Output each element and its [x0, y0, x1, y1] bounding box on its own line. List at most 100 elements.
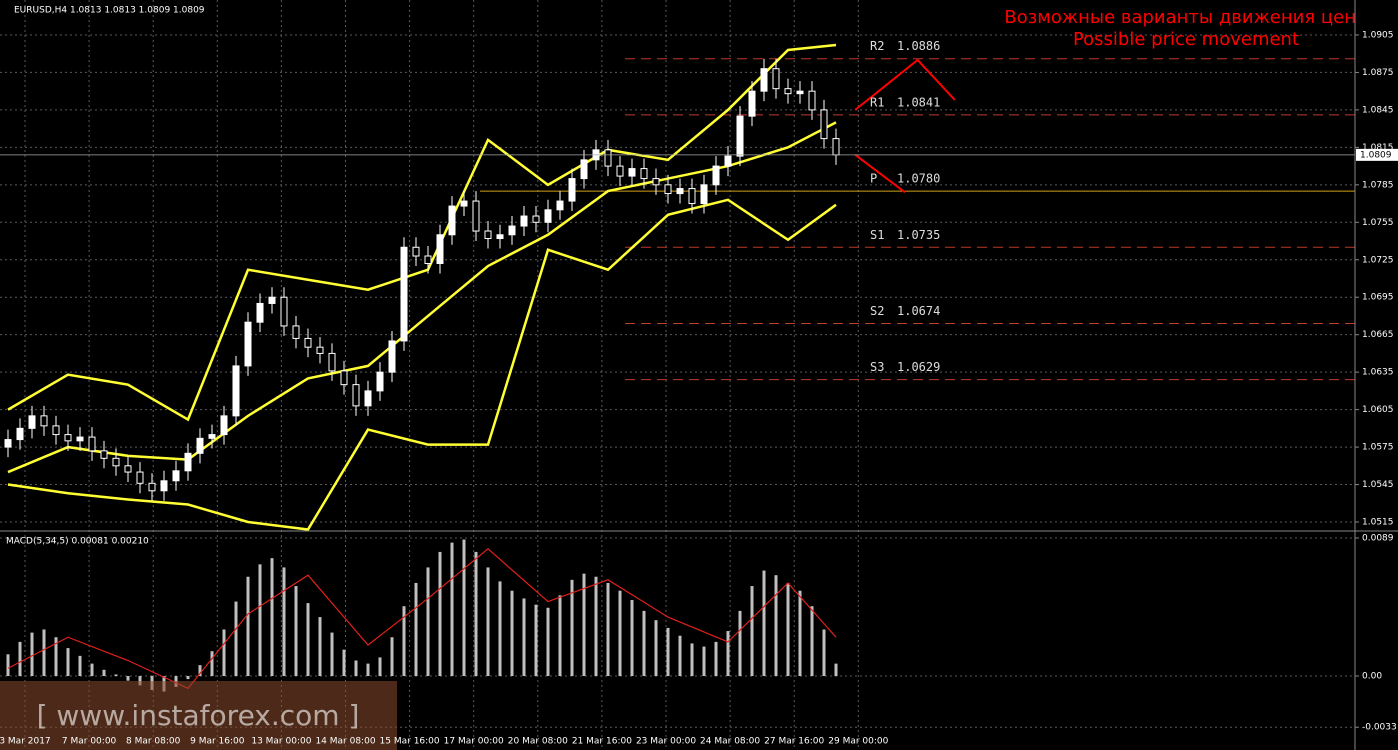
- y-tick-label: 0.0089: [1362, 533, 1394, 543]
- macd-bar: [438, 551, 442, 677]
- macd-bar: [234, 601, 238, 677]
- candle-body: [616, 165, 624, 177]
- y-tick-label: 1.0605: [1362, 405, 1394, 415]
- candle-body: [400, 246, 408, 342]
- y-tick-label: 0.00: [1362, 672, 1382, 682]
- candle-body: [88, 436, 96, 452]
- candle-body: [688, 188, 696, 205]
- candle-body: [388, 340, 396, 373]
- macd-bar: [198, 665, 202, 677]
- macd-bar: [6, 654, 10, 677]
- watermark-box: [0, 681, 397, 750]
- x-tick-label: 29 Mar 00:00: [828, 737, 888, 747]
- macd-bar: [594, 576, 598, 677]
- candle-body: [184, 452, 192, 472]
- candle-body: [76, 436, 84, 442]
- macd-bar: [510, 590, 514, 677]
- candle-body: [316, 346, 324, 354]
- macd-bar: [342, 649, 346, 677]
- candle-body: [160, 480, 168, 492]
- candle-body: [16, 427, 24, 441]
- candle-body: [244, 321, 252, 367]
- macd-bar: [534, 604, 538, 677]
- candle-body: [304, 337, 312, 348]
- y-tick-label: 1.0755: [1362, 218, 1394, 228]
- candle-body: [292, 325, 300, 339]
- candle-body: [556, 200, 564, 211]
- x-tick-label: 24 Mar 08:00: [700, 737, 760, 747]
- current-price-box: [1356, 148, 1398, 161]
- level-value: 1.0674: [897, 304, 940, 318]
- forecast-line: [854, 58, 956, 111]
- macd-bar: [678, 635, 682, 677]
- candle-body: [100, 450, 108, 459]
- macd-bar: [306, 603, 310, 677]
- level-name: S3: [870, 360, 884, 374]
- macd-bar: [486, 567, 490, 677]
- macd-bar: [318, 617, 322, 677]
- candle-body: [724, 155, 732, 167]
- candle-body: [256, 302, 264, 323]
- macd-bar: [462, 539, 466, 677]
- macd-bar: [90, 663, 94, 677]
- macd-bar: [414, 582, 418, 677]
- candle-body: [772, 68, 780, 90]
- candle-body: [268, 296, 276, 304]
- forecast-line: [854, 154, 906, 194]
- macd-bar: [330, 632, 334, 677]
- x-tick-label: 21 Mar 16:00: [572, 737, 632, 747]
- watermark: [ www.instaforex.com ]: [37, 699, 360, 732]
- level-name: S2: [870, 304, 884, 318]
- x-tick-label: 17 Mar 00:00: [444, 737, 504, 747]
- macd-bar: [666, 627, 670, 677]
- macd-bar: [246, 576, 250, 677]
- y-tick-label: 1.0545: [1362, 480, 1394, 490]
- macd-bar: [738, 610, 742, 677]
- macd-bar: [138, 676, 142, 686]
- candle-body: [580, 159, 588, 180]
- macd-bar: [582, 573, 586, 677]
- candle-body: [280, 296, 288, 327]
- macd-bar: [606, 582, 610, 677]
- macd-header: MACD(5,34,5) 0.00081 0.00210: [6, 537, 149, 547]
- y-tick-label: -0.0033: [1362, 723, 1397, 733]
- macd-bar: [774, 575, 778, 677]
- macd-bar: [498, 581, 502, 677]
- candle-body: [52, 425, 60, 436]
- macd-bar: [186, 676, 190, 680]
- x-tick-label: 3 Mar 2017: [0, 737, 51, 747]
- macd-bar: [366, 663, 370, 677]
- macd-bar: [714, 641, 718, 677]
- macd-bar: [30, 632, 34, 677]
- candle-body: [532, 215, 540, 223]
- macd-bar: [294, 586, 298, 677]
- macd-bar: [558, 595, 562, 677]
- candle-body: [676, 188, 684, 195]
- x-tick-label: 27 Mar 16:00: [764, 737, 824, 747]
- level-value: 1.0629: [897, 360, 940, 374]
- candle-body: [328, 352, 336, 372]
- candle-body: [40, 415, 48, 427]
- candle-body: [760, 68, 768, 92]
- candle-body: [664, 184, 672, 195]
- macd-bar: [390, 637, 394, 677]
- macd-bar: [270, 558, 274, 677]
- macd-bar: [630, 600, 634, 677]
- candle-body: [172, 470, 180, 482]
- macd-bar: [450, 542, 454, 677]
- macd-bar: [750, 586, 754, 677]
- macd-bar: [42, 629, 46, 677]
- candle-body: [412, 246, 420, 257]
- macd-bar: [18, 641, 22, 677]
- macd-bar: [798, 590, 802, 677]
- candle-body: [832, 138, 840, 156]
- level-value: 1.0735: [897, 228, 940, 242]
- macd-bar: [642, 610, 646, 677]
- candle-body: [640, 168, 648, 180]
- annotation: Possible price movement: [1073, 29, 1299, 50]
- candle-body: [736, 115, 744, 157]
- candle-body: [424, 255, 432, 265]
- candle-body: [496, 234, 504, 240]
- level-value: 1.0886: [897, 39, 940, 53]
